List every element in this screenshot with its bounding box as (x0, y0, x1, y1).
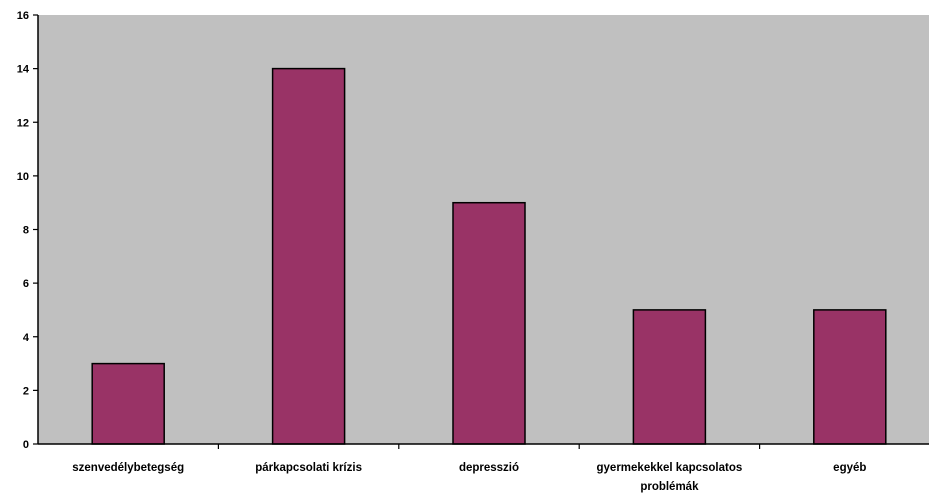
y-tick-label: 4 (23, 332, 30, 344)
x-tick-label: szenvedélybetegség (72, 462, 184, 474)
x-tick-label: egyéb (833, 462, 866, 474)
y-axis: 0 2 4 6 8 10 12 14 16 (17, 10, 39, 451)
bars-group (91, 67, 887, 445)
bar-0 (91, 362, 165, 445)
x-tick-label: párkapcsolati krízis (255, 462, 362, 474)
y-tick-label: 14 (17, 64, 30, 76)
y-tick-label: 12 (17, 117, 29, 129)
bar-4 (813, 309, 887, 445)
x-axis: szenvedélybetegség párkapcsolati krízis de… (38, 443, 929, 493)
bar-2 (452, 201, 526, 445)
y-tick-label: 8 (23, 225, 29, 237)
bar-3 (632, 309, 707, 445)
y-tick-label: 10 (17, 171, 29, 183)
y-tick-label: 0 (23, 439, 29, 451)
y-tick-label: 6 (23, 278, 29, 290)
x-tick-label: gyermekekkel kapcsolatos problémák (597, 462, 743, 493)
y-tick-label: 16 (17, 10, 29, 22)
y-tick-label: 2 (23, 385, 29, 397)
bar-1 (271, 67, 346, 445)
x-tick-label: depresszió (459, 462, 519, 474)
